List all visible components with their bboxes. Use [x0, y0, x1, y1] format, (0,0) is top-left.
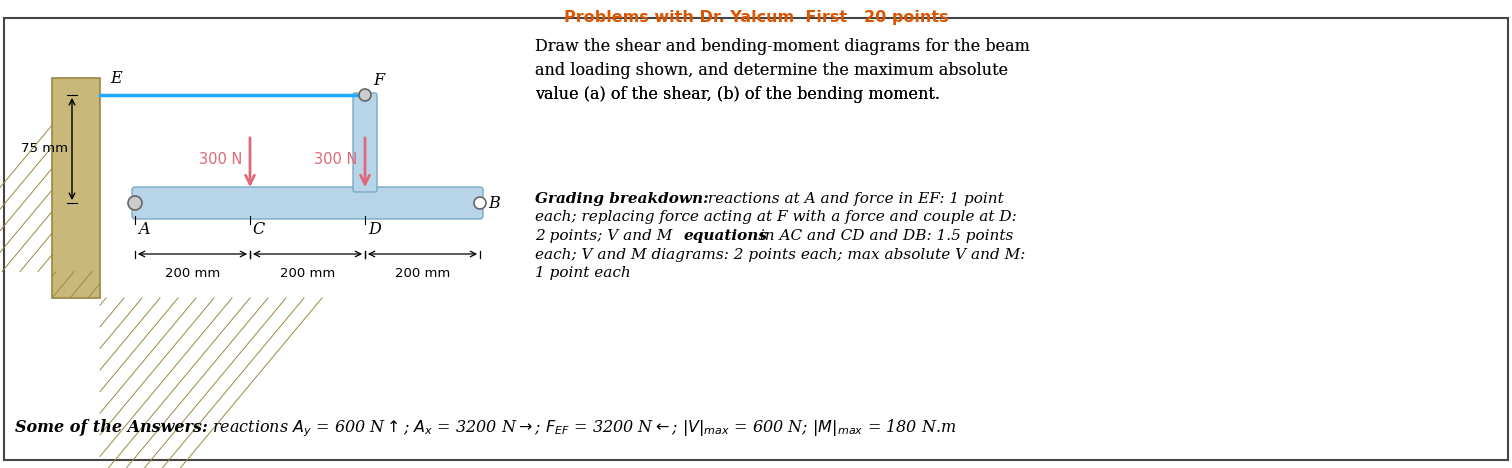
Text: 200 mm: 200 mm	[280, 267, 336, 280]
Text: F: F	[373, 72, 384, 89]
Text: 75 mm: 75 mm	[21, 142, 68, 155]
Text: A: A	[138, 221, 150, 238]
Text: in AC and CD and DB: 1.5 points: in AC and CD and DB: 1.5 points	[754, 229, 1013, 243]
Text: 200 mm: 200 mm	[395, 267, 451, 280]
Text: 300 N: 300 N	[313, 152, 357, 167]
Text: Problems with Dr. Yalcum  First   20 points: Problems with Dr. Yalcum First 20 points	[564, 10, 948, 25]
Text: reactions at A and force in EF: 1 point: reactions at A and force in EF: 1 point	[703, 192, 1004, 206]
Text: each; replacing force acting at F with a force and couple at D:: each; replacing force acting at F with a…	[535, 211, 1016, 225]
Text: E: E	[110, 70, 121, 87]
Circle shape	[358, 89, 370, 101]
Text: Draw the shear and bending-moment diagrams for the beam
and loading shown, and d: Draw the shear and bending-moment diagra…	[535, 38, 1030, 79]
Text: Grading breakdown:: Grading breakdown:	[535, 192, 709, 206]
Text: 300 N: 300 N	[198, 152, 242, 167]
Text: C: C	[253, 221, 265, 238]
Text: 1 point each: 1 point each	[535, 266, 631, 280]
Text: 200 mm: 200 mm	[165, 267, 221, 280]
FancyBboxPatch shape	[132, 187, 482, 219]
Text: Draw the shear and bending-moment diagrams for the beam
and loading shown, and d: Draw the shear and bending-moment diagra…	[535, 38, 1030, 103]
Circle shape	[129, 196, 142, 210]
Text: each; V and M diagrams: 2 points each; max absolute V and M:: each; V and M diagrams: 2 points each; m…	[535, 248, 1025, 262]
Text: B: B	[488, 195, 500, 212]
FancyBboxPatch shape	[352, 93, 376, 192]
Text: D: D	[367, 221, 381, 238]
Text: 2 points; V and M: 2 points; V and M	[535, 229, 677, 243]
Bar	[51, 78, 100, 298]
Text: Draw the shear and bending-moment diagrams for the beam
and loading shown, and d: Draw the shear and bending-moment diagra…	[535, 38, 1030, 103]
Text: equations: equations	[683, 229, 767, 243]
Circle shape	[473, 197, 485, 209]
Text: reactions $A_y$ = 600 N$\uparrow$; $A_x$ = 3200 N$\rightarrow$; $F_{EF}$ = 3200 : reactions $A_y$ = 600 N$\uparrow$; $A_x$…	[207, 417, 957, 439]
Text: Some of the Answers:: Some of the Answers:	[15, 419, 207, 437]
